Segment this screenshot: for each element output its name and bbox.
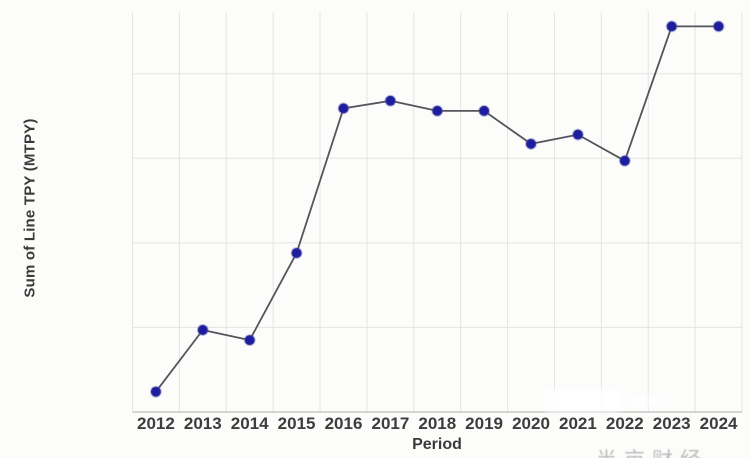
x-axis-tick-labels: 2012 2013 2014 2015 2016 2017 2018 2019 2020 2021… [137,414,738,433]
x-tick-label: 2013 [184,414,222,433]
x-tick-label: 2012 [137,414,175,433]
grid-lines [132,12,743,413]
data-point-2014[interactable] [243,334,256,347]
x-tick-label: 2020 [512,414,550,433]
data-point-2020[interactable] [525,137,537,150]
y-axis-title: Sum of Line TPY (MTPY) [21,118,39,298]
x-tick-label: 2014 [231,414,269,433]
data-point-2017[interactable] [384,94,397,107]
data-point-2015[interactable] [290,247,303,259]
data-point-2018[interactable] [431,104,444,117]
white-smudge-overlay [624,394,666,408]
data-point-2023[interactable] [665,20,678,33]
x-tick-label: 2015 [278,414,316,433]
data-series [155,25,719,393]
white-smudge-overlay [543,389,623,412]
x-axis-title: Period [412,436,462,453]
data-points [149,20,725,398]
data-point-2022[interactable] [618,154,631,167]
data-point-2024[interactable] [712,20,725,33]
data-point-2019[interactable] [478,104,491,117]
x-tick-label: 2024 [700,414,738,433]
x-tick-label: 2016 [325,414,363,433]
data-point-2016[interactable] [337,102,350,115]
x-tick-label: 2023 [653,414,691,433]
x-tick-label: 2017 [371,414,409,433]
x-tick-label: 2021 [559,414,597,433]
data-point-2021[interactable] [571,128,584,141]
data-point-2013[interactable] [196,324,209,336]
watermark-text: 半亩财经 [596,444,708,458]
x-tick-label: 2019 [465,414,503,433]
series-line [155,25,719,393]
x-tick-label: 2018 [418,414,456,433]
x-tick-label: 2022 [606,414,644,433]
data-point-2012[interactable] [149,385,162,398]
